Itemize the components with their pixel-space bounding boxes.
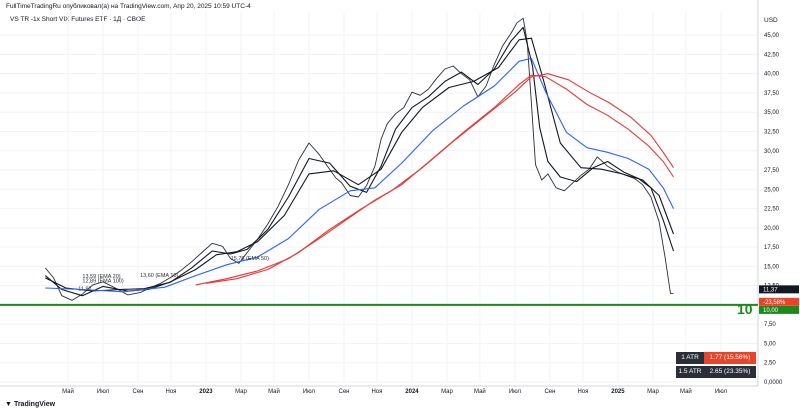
price-tag bbox=[759, 305, 799, 314]
y-tick-label: 37,50 bbox=[764, 91, 780, 97]
x-tick-label: Май bbox=[268, 388, 280, 395]
x-tick-label: Ноя bbox=[166, 389, 177, 395]
y-tick-label: 45,00 bbox=[764, 33, 780, 39]
y-tick-label: 25,00 bbox=[764, 187, 780, 193]
x-tick-label: Мар bbox=[235, 389, 247, 395]
symbol-title: VS TR -1x Short VIX Futures ETF · 1Д · C… bbox=[10, 16, 146, 23]
series-ema-black-1 bbox=[44, 26, 675, 297]
ema-annotation: 12,89 (EMA 100) bbox=[82, 279, 123, 285]
price-tag-label: 11,37 bbox=[763, 287, 778, 293]
y-tick-label: 7,50 bbox=[764, 322, 776, 328]
y-tick-label: 20,00 bbox=[764, 226, 780, 232]
x-tick-label: Июл bbox=[509, 389, 522, 395]
price-tag bbox=[759, 285, 799, 294]
series-ema-black-2 bbox=[45, 37, 675, 292]
atr-box-2: 1.5 ATR 2.65 (23.35%) bbox=[676, 366, 756, 378]
x-tick-label: Сен bbox=[133, 389, 144, 395]
x-tick-label: Мар bbox=[441, 389, 453, 395]
price-tag bbox=[759, 297, 799, 306]
x-tick-label: Ноя bbox=[371, 389, 382, 395]
tradingview-logo[interactable]: ▼ TradingView bbox=[5, 401, 56, 408]
x-tick-label: Сен bbox=[338, 389, 349, 395]
series-ema-blue bbox=[45, 57, 674, 293]
y-tick-label: 27,50 bbox=[764, 168, 780, 174]
publisher-attribution: FullTimeTradingRu опубликовал(а) на Trad… bbox=[6, 3, 251, 10]
y-axis-unit: USD bbox=[764, 17, 778, 24]
x-tick-label: Мар bbox=[647, 389, 659, 395]
y-tick-label: 5,00 bbox=[764, 341, 776, 347]
y-tick-label: 30,00 bbox=[764, 149, 780, 155]
x-tick-label: Июл bbox=[303, 389, 316, 395]
series-price bbox=[44, 17, 674, 301]
y-tick-label: 17,50 bbox=[764, 245, 780, 251]
atr-1-label: 1 ATR bbox=[676, 352, 704, 364]
y-tick-label: 42,50 bbox=[764, 52, 780, 58]
atr-box-1: 1 ATR 1.77 (15.56%) bbox=[676, 352, 756, 364]
x-tick-label: Ноя bbox=[577, 389, 588, 395]
ema-annotation: 15,78 (EMA 50) bbox=[231, 256, 269, 262]
y-tick-label: 2,50 bbox=[764, 361, 776, 367]
ema-annotation: 13,60 (EMA 10) bbox=[140, 273, 178, 279]
support-level-annotation: 10 bbox=[737, 301, 753, 317]
price-tag-label: 10,00 bbox=[763, 308, 779, 314]
tradingview-logo-icon: ▼ bbox=[5, 401, 12, 408]
y-tick-label: 40,00 bbox=[764, 72, 780, 78]
y-tick-label: 35,00 bbox=[764, 110, 780, 116]
x-tick-label: 2025 bbox=[611, 389, 625, 395]
x-tick-label: Май bbox=[680, 388, 692, 395]
x-tick-label: Май bbox=[474, 388, 486, 395]
x-tick-label: 2024 bbox=[405, 389, 419, 395]
ema-annotation: 11,97 bbox=[78, 286, 91, 292]
price-tag-label: -23,58% bbox=[763, 300, 786, 306]
y-tick-label: 32,50 bbox=[764, 129, 780, 135]
x-tick-label: Июл bbox=[715, 389, 728, 395]
atr-2-value: 2.65 (23.35%) bbox=[704, 366, 756, 378]
x-tick-label: Сен bbox=[544, 389, 555, 395]
x-tick-label: 2023 bbox=[199, 389, 213, 395]
y-tick-label: 22,50 bbox=[764, 207, 780, 213]
atr-1-value: 1.77 (15.56%) bbox=[704, 352, 756, 364]
y-tick-label: 0,0000 bbox=[764, 380, 783, 386]
y-tick-label: 15,00 bbox=[764, 264, 780, 270]
x-tick-label: Май bbox=[62, 388, 74, 395]
x-tick-label: Июл bbox=[97, 389, 110, 395]
atr-2-label: 1.5 ATR bbox=[676, 366, 704, 378]
series-ema-red-2 bbox=[205, 73, 674, 284]
ema-annotation: 13,59 (EMA 20) bbox=[82, 274, 120, 280]
series-ema-red-1 bbox=[195, 74, 674, 286]
